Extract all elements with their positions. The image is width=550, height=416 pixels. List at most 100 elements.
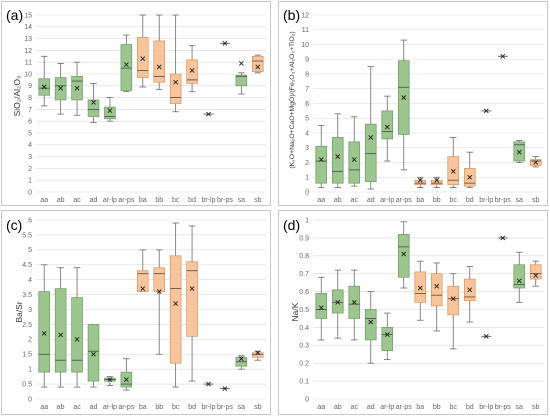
mean-marker xyxy=(335,154,341,160)
box-ba xyxy=(137,270,149,292)
y-tick-label: 0.1 xyxy=(299,379,309,386)
y-tick-label: 4 xyxy=(28,277,32,284)
mean-marker xyxy=(58,85,64,91)
x-tick-label: bc xyxy=(172,404,180,411)
box-sb xyxy=(529,264,542,280)
box-ba xyxy=(137,37,149,78)
y-tick-label: 0 xyxy=(305,189,309,196)
x-tick-label: bb xyxy=(433,404,441,411)
y-tick-label: 5 xyxy=(28,130,32,137)
x-tick-label: ad xyxy=(90,197,98,204)
y-tick-label: 12 xyxy=(301,12,309,19)
mean-marker xyxy=(107,108,113,113)
y-tick-label: 6 xyxy=(28,217,32,224)
y-tick-label: 6 xyxy=(28,119,32,126)
x-tick-label: bb xyxy=(155,404,163,411)
box-aa xyxy=(315,293,328,319)
mean-marker xyxy=(222,386,228,391)
x-tick-label: br-lp xyxy=(201,404,215,411)
box-bd xyxy=(186,261,198,337)
x-tick-label: aa xyxy=(40,404,48,411)
mean-marker xyxy=(417,285,423,291)
x-tick-label: ba xyxy=(139,404,147,411)
box-bc xyxy=(169,73,182,104)
y-tick-label: 8 xyxy=(28,95,32,102)
panel-c-label: (c) xyxy=(6,217,22,233)
y-tick-label: 0.5 xyxy=(299,307,309,314)
mean-marker xyxy=(58,332,64,338)
x-tick-label: sb xyxy=(532,404,540,411)
mean-marker xyxy=(351,157,357,162)
y-tick-label: 6 xyxy=(305,101,309,108)
y-tick-label: 9 xyxy=(28,83,32,90)
box-bd xyxy=(186,59,198,84)
box-ad xyxy=(364,309,377,341)
mean-marker xyxy=(173,79,179,85)
y-tick-label: 1 xyxy=(28,178,32,185)
box-sb xyxy=(252,55,264,72)
mean-marker xyxy=(368,135,374,140)
y-tick-label: 1.5 xyxy=(22,352,32,359)
box-ad xyxy=(87,99,100,117)
y-tick-label: 0.8 xyxy=(299,253,309,260)
panel-b-label: (b) xyxy=(283,7,300,23)
box-ab xyxy=(54,288,67,373)
x-tick-label: bd xyxy=(466,404,474,411)
x-tick-label: bd xyxy=(188,197,196,204)
y-tick-label: 5.5 xyxy=(22,232,32,239)
x-tick-label: ba xyxy=(416,197,424,204)
mean-marker xyxy=(91,99,96,105)
box-bc xyxy=(169,255,182,364)
mean-marker xyxy=(74,336,80,342)
box-aa xyxy=(315,145,328,184)
y-tick-label: 13 xyxy=(24,36,32,43)
x-tick-label: ba xyxy=(416,404,424,411)
panel-d: (d) Na/K 0 0.1 0.2 0.3 0.4 0.5 0.6 0.7 0.8 0.9 1 aa… xyxy=(278,210,548,415)
y-tick-label: 0 xyxy=(28,189,32,196)
mean-marker xyxy=(533,273,539,278)
y-tick-label: 7 xyxy=(28,107,32,114)
box-ba xyxy=(414,179,427,185)
box-bb xyxy=(430,179,443,185)
mean-marker xyxy=(156,64,162,70)
mean-marker xyxy=(140,286,146,292)
panel-a-ylabel: SiO₂/Al₂O₃ xyxy=(12,76,22,117)
mean-marker xyxy=(173,301,179,306)
x-tick-label: sb xyxy=(254,197,262,204)
mean-marker xyxy=(417,177,423,183)
box-ab xyxy=(331,289,344,314)
y-tick-label: 3 xyxy=(28,307,32,314)
x-tick-label: ar-lp xyxy=(380,404,394,411)
x-tick-label: sb xyxy=(532,197,540,204)
box-bc xyxy=(447,156,460,185)
mean-marker xyxy=(500,53,506,59)
x-tick-label: aa xyxy=(317,404,325,411)
mean-marker xyxy=(351,299,357,305)
y-tick-label: 10 xyxy=(24,71,32,78)
mean-marker xyxy=(206,111,211,117)
x-tick-label: ab xyxy=(334,404,342,411)
panel-c-ylabel: Ba/Sr xyxy=(14,301,24,322)
box-ar-ps xyxy=(397,233,410,278)
panel-d-label: (d) xyxy=(283,217,300,233)
mean-marker xyxy=(41,84,47,90)
box-ba xyxy=(414,271,427,303)
x-tick-label: br-lp xyxy=(201,197,215,204)
mean-marker xyxy=(255,64,261,70)
y-tick-label: 5 xyxy=(305,116,309,123)
mean-marker xyxy=(483,108,489,114)
mean-marker xyxy=(500,235,506,241)
x-tick-label: br-lp xyxy=(479,197,493,204)
x-tick-label: bc xyxy=(172,197,180,204)
box-bb xyxy=(153,40,165,83)
mean-marker xyxy=(516,278,522,284)
y-tick-label: 9 xyxy=(305,57,309,64)
y-tick-label: 2 xyxy=(28,337,32,344)
x-tick-label: br-ps xyxy=(217,404,233,411)
mean-marker xyxy=(91,351,96,357)
x-tick-label: br-ps xyxy=(495,197,511,204)
mean-marker xyxy=(140,56,146,62)
x-tick-label: aa xyxy=(317,197,325,204)
box-ac xyxy=(348,141,361,184)
